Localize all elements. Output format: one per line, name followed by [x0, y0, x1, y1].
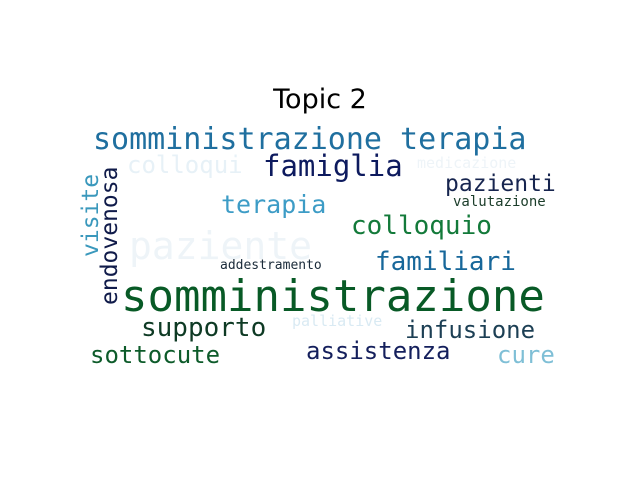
- word-famiglia: famiglia: [263, 149, 403, 183]
- word-colloqui: colloqui: [127, 151, 243, 179]
- word-cloud: somministrazione terapia colloqui famigl…: [78, 122, 575, 373]
- word-colloquio: colloquio: [351, 211, 492, 241]
- word-palliative: palliative: [292, 312, 383, 330]
- word-supporto: supporto: [141, 313, 267, 343]
- word-endovenosa: endovenosa: [97, 166, 123, 305]
- word-terapia: terapia: [221, 190, 327, 219]
- chart-title: Topic 2: [273, 84, 367, 115]
- word-pazienti: pazienti: [445, 171, 556, 197]
- word-assistenza: assistenza: [306, 337, 451, 365]
- word-somministrazione-terapia: somministrazione terapia: [93, 122, 527, 157]
- word-familiari: familiari: [375, 247, 516, 277]
- word-medicazione: medicazione: [417, 154, 517, 172]
- word-addestramento: addestramento: [220, 258, 322, 273]
- word-sottocute: sottocute: [90, 341, 221, 369]
- word-cure: cure: [497, 341, 555, 369]
- word-infusione: infusione: [405, 316, 536, 344]
- word-paziente: paziente: [129, 224, 313, 268]
- word-somministrazione: somministrazione: [121, 271, 545, 322]
- word-valutazione: valutazione: [453, 194, 546, 210]
